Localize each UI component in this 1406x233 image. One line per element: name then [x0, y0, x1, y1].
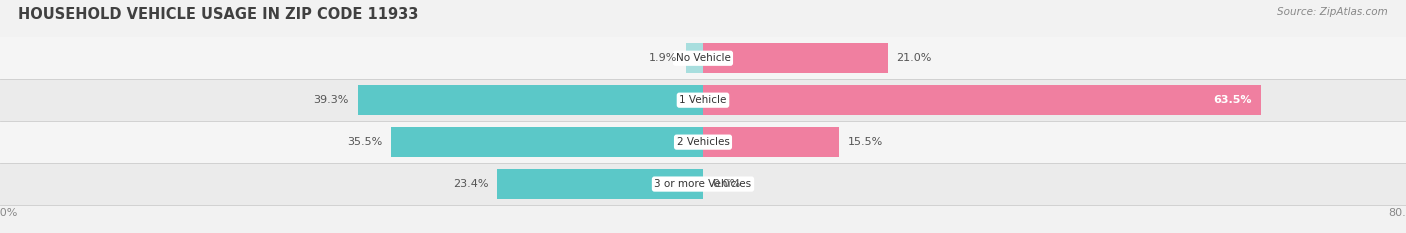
- Bar: [0, 163, 1406, 205]
- Text: 2 Vehicles: 2 Vehicles: [676, 137, 730, 147]
- Bar: [357, 85, 703, 115]
- Text: 21.0%: 21.0%: [897, 53, 932, 63]
- Text: 0.0%: 0.0%: [711, 179, 740, 189]
- Text: 23.4%: 23.4%: [453, 179, 489, 189]
- Bar: [686, 43, 703, 73]
- Text: 39.3%: 39.3%: [314, 95, 349, 105]
- Text: 1.9%: 1.9%: [650, 53, 678, 63]
- Bar: [703, 43, 887, 73]
- Text: Source: ZipAtlas.com: Source: ZipAtlas.com: [1277, 7, 1388, 17]
- Bar: [0, 121, 1406, 163]
- Bar: [703, 85, 1261, 115]
- Bar: [391, 127, 703, 157]
- Text: 1 Vehicle: 1 Vehicle: [679, 95, 727, 105]
- Bar: [703, 127, 839, 157]
- Text: HOUSEHOLD VEHICLE USAGE IN ZIP CODE 11933: HOUSEHOLD VEHICLE USAGE IN ZIP CODE 1193…: [18, 7, 419, 22]
- Text: 3 or more Vehicles: 3 or more Vehicles: [654, 179, 752, 189]
- Bar: [0, 37, 1406, 79]
- Text: No Vehicle: No Vehicle: [675, 53, 731, 63]
- Text: 35.5%: 35.5%: [347, 137, 382, 147]
- Text: 63.5%: 63.5%: [1213, 95, 1253, 105]
- Bar: [498, 169, 703, 199]
- Bar: [0, 79, 1406, 121]
- Text: 15.5%: 15.5%: [848, 137, 883, 147]
